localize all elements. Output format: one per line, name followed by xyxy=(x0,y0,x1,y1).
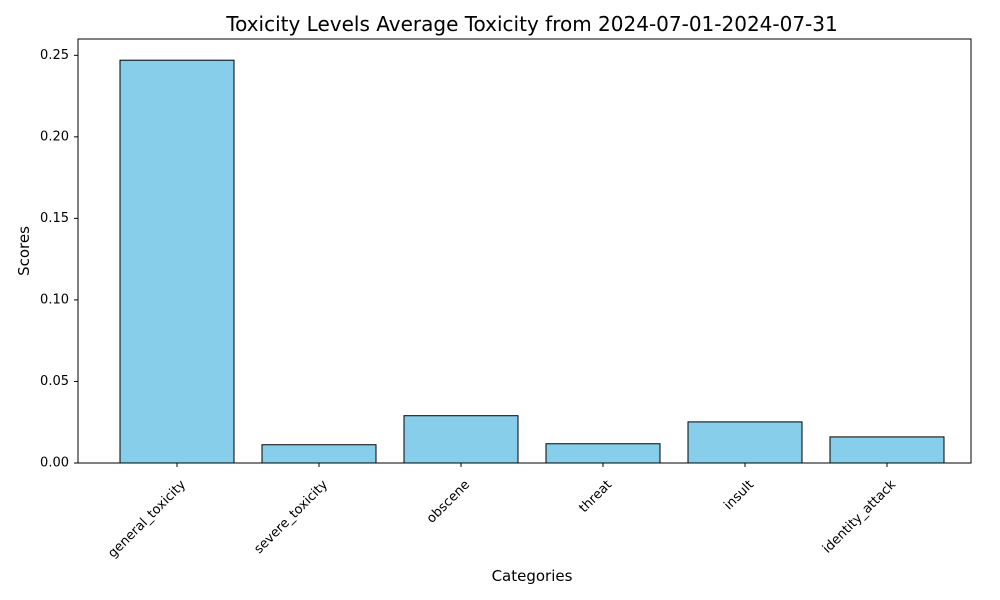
plot-frame xyxy=(77,38,972,464)
x-axis-ticks: general_toxicity severe_toxicity obscene th… xyxy=(105,463,899,561)
chart-title: Toxicity Levels Average Toxicity from 20… xyxy=(225,12,837,36)
y-tick-label: 0.00 xyxy=(40,456,69,471)
y-tick-label: 0.25 xyxy=(40,48,69,63)
y-axis-ticks: 0.00 0.05 0.10 0.15 0.20 0.25 xyxy=(40,48,78,471)
x-tick-label: identity_attack xyxy=(820,477,899,556)
bar-obscene xyxy=(403,415,519,464)
bar-identity-attack xyxy=(829,436,945,464)
bar-general-toxicity xyxy=(119,59,235,464)
x-axis-label: Categories xyxy=(492,567,573,585)
x-tick-label: threat xyxy=(577,477,616,516)
y-axis-label: Scores xyxy=(15,226,33,276)
x-tick-label: general_toxicity xyxy=(105,477,189,561)
y-tick-label: 0.10 xyxy=(40,292,69,307)
x-tick-label: obscene xyxy=(424,477,473,526)
bar-severe-toxicity xyxy=(261,444,377,464)
x-tick-label: insult xyxy=(721,477,757,513)
y-tick-label: 0.20 xyxy=(40,129,69,144)
y-tick-label: 0.15 xyxy=(40,211,69,226)
bar-threat xyxy=(545,443,661,464)
x-tick-label: severe_toxicity xyxy=(251,477,331,557)
bars-group xyxy=(119,59,945,464)
y-tick-label: 0.05 xyxy=(40,374,69,389)
bar-insult xyxy=(687,421,803,464)
